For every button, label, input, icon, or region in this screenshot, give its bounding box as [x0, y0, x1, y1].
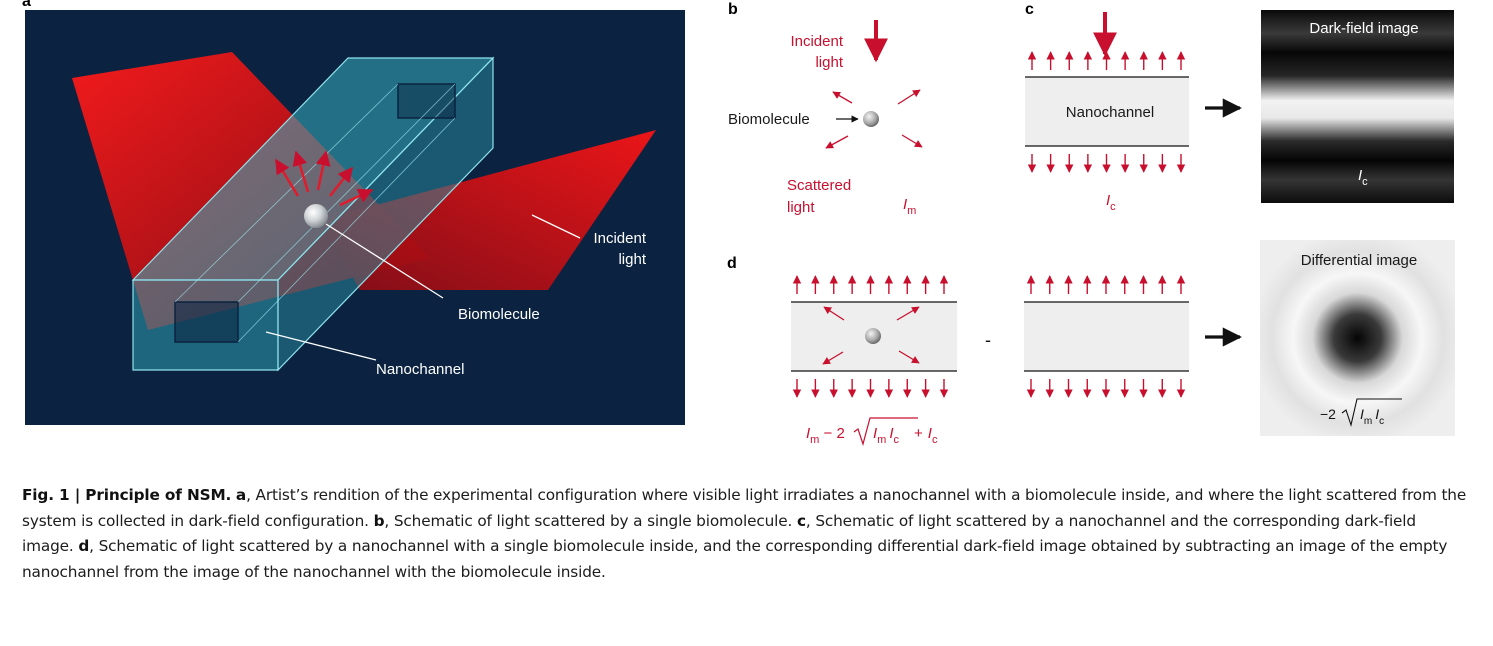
figure-caption: Fig. 1 | Principle of NSM. a, Artist’s r… — [22, 483, 1472, 585]
nanochannel-leader — [265, 331, 377, 361]
panel-b-scattered-light-1: Scattered — [787, 177, 851, 194]
incident-light-leader — [531, 214, 581, 239]
panel-b-intensity: Im — [903, 196, 916, 217]
caption-d-text: , Schematic of light scattered by a nano… — [22, 537, 1448, 581]
panel-d-label: d — [727, 255, 737, 272]
panel-c: c Nanochannel Ic Dark-field image Ic — [1025, 1, 1454, 213]
panel-a-incident-light-1: Incident — [593, 230, 646, 247]
caption-fig-label: Fig. 1 | Principle of NSM. — [22, 486, 232, 504]
panel-a-nanochannel-label: Nanochannel — [376, 361, 464, 378]
differential-sqrt-sign — [1341, 398, 1402, 428]
panel-d-right-downward-arrows — [1026, 379, 1186, 398]
panel-d-left-upward-arrows — [792, 275, 949, 294]
caption-c-text: , Schematic of light scattered by a nano… — [22, 511, 1416, 556]
panel-a-label: a — [22, 0, 31, 10]
panel-c-intensity: Ic — [1106, 192, 1116, 213]
panel-b-biomolecule-label: Biomolecule — [728, 111, 810, 128]
panel-d-formula-tail: + Ic — [914, 425, 938, 446]
dark-field-image — [1261, 10, 1454, 203]
panel-d: d Im − 2 Im Ic + Ic - Differential image −… — [727, 240, 1455, 447]
panel-b-scatter-arrows — [825, 89, 923, 149]
panel-d-scatter-arrows — [822, 306, 920, 365]
panel-d-formula: Im − 2 — [806, 425, 845, 446]
panel-b-label: b — [728, 1, 738, 18]
caption-c-label: c — [796, 511, 806, 530]
panel-d-biomolecule — [865, 328, 881, 344]
differential-image — [1260, 240, 1455, 436]
panel-d-sqrt-sign — [853, 417, 918, 447]
caption-a-label: a — [235, 486, 247, 504]
biomolecule-leader — [325, 223, 444, 299]
panel-a-biomolecule-label: Biomolecule — [458, 306, 540, 323]
biomolecule-sphere — [304, 204, 328, 228]
dark-field-image-title: Dark-field image — [1309, 20, 1418, 37]
panel-b-incident-light-1: Incident — [790, 33, 843, 50]
panel-c-label: c — [1025, 1, 1034, 18]
panel-b-biomolecule — [863, 111, 879, 127]
differential-image-title: Differential image — [1301, 252, 1417, 269]
caption-a-text: , Artist’s rendition of the experimental… — [22, 486, 1467, 530]
panel-b: b Incident light Biomolecule Scattered l… — [728, 1, 923, 217]
panel-d-minus-sign: - — [985, 330, 991, 350]
panel-c-upward-arrows — [1027, 51, 1186, 70]
panel-c-nanochannel-label: Nanochannel — [1066, 104, 1154, 121]
incident-light-beam-right — [320, 130, 656, 290]
scattered-light-arrows — [274, 150, 374, 207]
panel-b-scattered-light-2: light — [787, 199, 815, 216]
panel-d-right-channel — [1024, 302, 1189, 371]
panel-d-root-terms: Im Ic — [873, 425, 900, 446]
nanochannel-3d — [131, 56, 495, 372]
caption-d-label: d — [78, 537, 90, 555]
panel-a-incident-light-2: light — [618, 251, 646, 268]
panel-b-incident-light-2: light — [815, 54, 843, 71]
panel-d-right-upward-arrows — [1026, 275, 1186, 294]
figure-1: a Incident light Biomolecule Nano — [22, 0, 1455, 447]
panel-d-left-downward-arrows — [792, 379, 949, 398]
caption-b-label: b — [373, 511, 385, 530]
dark-field-image-intensity: Ic — [1358, 167, 1368, 188]
differential-image-formula: −2 — [1320, 406, 1336, 422]
panel-c-downward-arrows — [1027, 154, 1186, 173]
differential-image-root: Im Ic — [1360, 406, 1384, 427]
panel-a: a Incident light Biomolecule Nano — [22, 0, 685, 425]
caption-b-text: , Schematic of light scattered by a sing… — [384, 511, 797, 530]
panel-c-channel — [1025, 77, 1189, 146]
